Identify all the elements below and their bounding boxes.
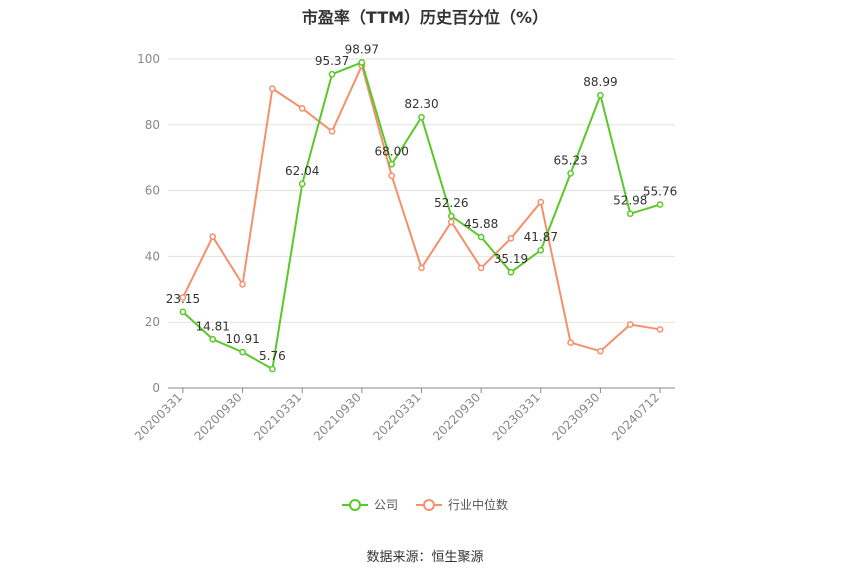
data-label: 41.87 xyxy=(524,230,558,244)
series-0-point xyxy=(298,180,306,188)
y-tick-label: 20 xyxy=(145,315,160,329)
x-tick-label: 20210331 xyxy=(251,390,304,443)
data-label: 10.91 xyxy=(225,332,259,346)
y-tick-label: 40 xyxy=(145,249,160,263)
data-label: 82.30 xyxy=(404,97,438,111)
data-label: 62.04 xyxy=(285,164,319,178)
data-label: 52.98 xyxy=(613,194,647,208)
y-tick-label: 60 xyxy=(145,184,160,198)
series-0-point xyxy=(418,113,425,121)
series-0-point xyxy=(597,91,604,99)
series-1-point xyxy=(298,105,306,112)
x-tick-label: 20230331 xyxy=(490,390,543,443)
x-tick-label: 20230930 xyxy=(549,390,602,443)
series-0-point xyxy=(209,335,217,343)
legend-item-industry-median[interactable]: 行业中位数 xyxy=(416,496,508,513)
x-tick-label: 20210930 xyxy=(311,390,364,443)
series-layer xyxy=(179,59,664,373)
chart-title: 市盈率（TTM）历史百分位（%） xyxy=(301,8,549,27)
series-1-point xyxy=(447,218,455,226)
x-tick-label: 20200331 xyxy=(132,390,185,443)
legend-label-industry-median: 行业中位数 xyxy=(448,498,509,512)
series-0-point xyxy=(328,70,336,78)
series-0-point xyxy=(388,160,396,168)
data-label: 35.19 xyxy=(494,252,528,266)
legend-swatch-company xyxy=(341,498,368,512)
series-1-point xyxy=(388,172,396,180)
data-label: 95.37 xyxy=(315,54,349,68)
series-0-point xyxy=(358,59,366,66)
x-tick-label: 20220930 xyxy=(430,390,483,443)
y-tick-label: 0 xyxy=(152,381,160,395)
series-1-point xyxy=(269,85,276,92)
series-1-point xyxy=(239,281,246,288)
x-tick-label: 20200930 xyxy=(192,390,245,443)
x-tick-label: 20220331 xyxy=(371,390,424,443)
data-label: 45.88 xyxy=(464,217,498,231)
legend: 公司 行业中位数 xyxy=(0,496,850,513)
series-0-point xyxy=(507,268,515,276)
series-1-point xyxy=(626,321,634,328)
data-label: 52.26 xyxy=(434,196,468,210)
series-0-point xyxy=(537,246,545,254)
series-0-point xyxy=(447,212,455,220)
data-source-note: 数据来源：恒生聚源 xyxy=(366,550,484,565)
x-tick-label: 20240712 xyxy=(609,390,662,443)
y-tick-label: 80 xyxy=(145,118,160,132)
series-1-point xyxy=(567,339,574,346)
data-label: 68.00 xyxy=(374,144,408,158)
legend-swatch-industry-median xyxy=(416,498,442,512)
series-0-point xyxy=(239,348,246,356)
data-label: 55.76 xyxy=(643,185,677,199)
data-label: 88.99 xyxy=(583,75,617,89)
data-label: 65.23 xyxy=(553,153,587,167)
series-0-point xyxy=(477,233,485,241)
series-1-point xyxy=(597,347,604,355)
series-1-point xyxy=(656,326,664,333)
series-0-point xyxy=(656,201,664,208)
series-1-point xyxy=(328,128,336,135)
data-label: 14.81 xyxy=(196,319,230,333)
series-0-point xyxy=(269,365,276,373)
series-1-point xyxy=(209,233,217,241)
legend-item-company[interactable]: 公司 xyxy=(341,496,398,513)
series-0-point xyxy=(567,170,574,177)
data-label: 5.76 xyxy=(259,349,286,363)
series-1-point xyxy=(537,198,545,206)
series-0-point xyxy=(626,210,634,218)
legend-label-company: 公司 xyxy=(373,498,398,512)
series-1-point xyxy=(507,234,515,242)
data-label: 98.97 xyxy=(345,42,379,56)
series-0-point xyxy=(179,308,187,316)
series-1-point xyxy=(477,264,485,272)
series-1-point xyxy=(179,294,187,301)
y-tick-label: 100 xyxy=(137,52,160,66)
data-label: 23.15 xyxy=(166,292,200,306)
series-1-point xyxy=(418,264,425,272)
grid-layer xyxy=(168,58,675,323)
